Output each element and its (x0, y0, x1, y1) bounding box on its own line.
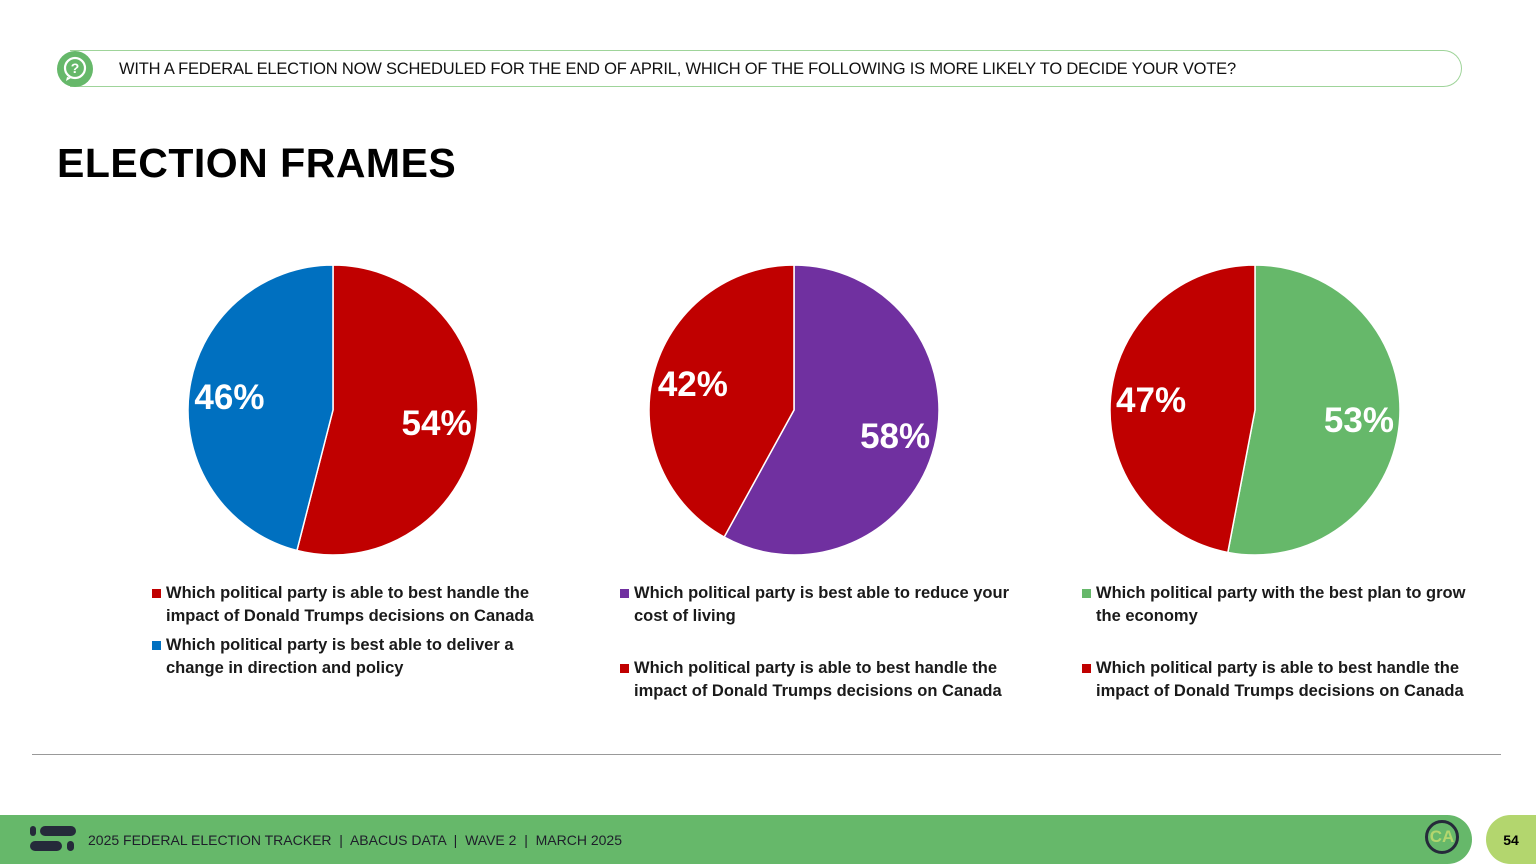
pie-1-slice-1 (296, 264, 479, 556)
survey-question: WITH A FEDERAL ELECTION NOW SCHEDULED FO… (119, 60, 1236, 78)
legend-swatch (1082, 664, 1091, 673)
pie-2-data-label-1: 58% (860, 417, 930, 456)
legend-swatch (620, 589, 629, 598)
pie-charts: 54% 46% 58% 42% 53% 47% (187, 264, 1401, 556)
pie-1-data-label-2: 46% (194, 378, 264, 417)
pie-3-data-label-1: 53% (1324, 401, 1394, 440)
pie-3-slice-1 (1226, 264, 1401, 556)
legend-swatch (152, 641, 161, 650)
divider (32, 754, 1501, 755)
legend-swatch (620, 664, 629, 673)
legend-label: Which political party is best able to re… (634, 584, 1009, 625)
page-number: 54 (1486, 815, 1536, 864)
pie-2-slice-1 (723, 264, 940, 556)
legend-1: Which political party is able to best ha… (152, 582, 552, 686)
question-bubble-icon: ? (57, 51, 93, 87)
footer-text: 2025 FEDERAL ELECTION TRACKER | ABACUS D… (88, 832, 622, 848)
page-title: ELECTION FRAMES (57, 140, 457, 186)
question-banner (70, 50, 1462, 87)
abacus-logo-icon (30, 826, 76, 851)
legend-label: Which political party is able to best ha… (166, 584, 534, 625)
legend-label: Which political party is able to best ha… (634, 659, 1002, 700)
legend-2: Which political party is best able to re… (620, 582, 1010, 709)
pie-3-data-label-2: 47% (1116, 381, 1186, 420)
legend-swatch (1082, 589, 1091, 598)
canada-badge: CA (1425, 820, 1459, 854)
pie-1-data-label-1: 54% (402, 404, 472, 443)
legend-swatch (152, 589, 161, 598)
footer-bar (0, 815, 1472, 864)
legend-item: Which political party is able to best ha… (152, 582, 552, 628)
pie-2-slice-2 (648, 264, 795, 539)
legend-3: Which political party with the best plan… (1082, 582, 1472, 709)
legend-item: Which political party is able to best ha… (620, 657, 1010, 703)
legend-item: Which political party is able to best ha… (1082, 657, 1472, 703)
legend-label: Which political party is able to best ha… (1096, 659, 1464, 700)
pie-1-slice-2 (187, 264, 334, 552)
pie-3-slice-2 (1109, 264, 1256, 554)
pie-2-data-label-2: 42% (658, 365, 728, 404)
legend-label: Which political party with the best plan… (1096, 584, 1466, 625)
legend-label: Which political party is best able to de… (166, 636, 514, 677)
legend-item: Which political party is best able to re… (620, 582, 1010, 628)
svg-text:?: ? (71, 60, 80, 76)
legend-item: Which political party is best able to de… (152, 634, 552, 680)
legend-item: Which political party with the best plan… (1082, 582, 1472, 628)
